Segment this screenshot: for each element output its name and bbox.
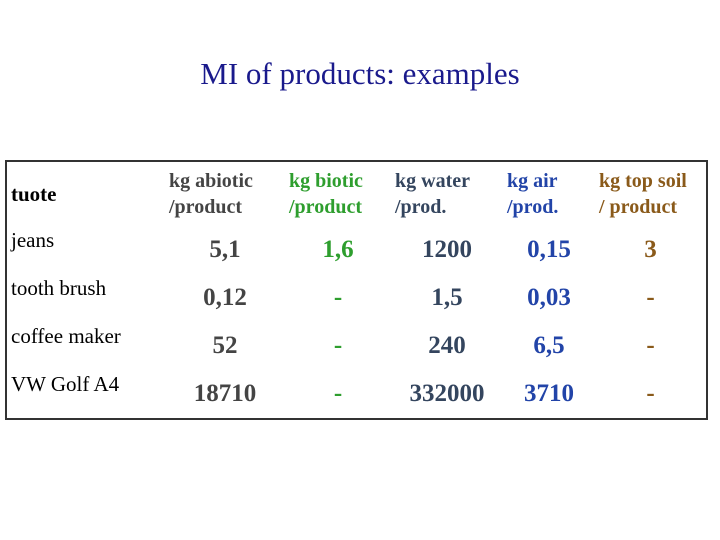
column-header: kg top soil / product [595, 161, 707, 226]
header-line: kg air [507, 170, 558, 192]
table-body: jeans 5,1 1,6 1200 0,15 3 tooth brush 0,12 - 1,5 0… [6, 226, 707, 419]
header-line: / product [599, 196, 677, 218]
value-cell: - [333, 380, 343, 407]
column-header: kg water/prod. [391, 161, 503, 226]
value-cell: 1,6 [322, 236, 354, 263]
value-cell: 0,15 [527, 236, 571, 263]
row-label: jeans [11, 228, 55, 252]
value-cell: 0,12 [203, 284, 247, 311]
header-row: tuote kg abiotic/product kg biotic/product… [6, 161, 707, 226]
column-header: kg abiotic/product [165, 161, 285, 226]
value-cell: 5,1 [209, 236, 241, 263]
value-cell: - [333, 332, 343, 359]
header-line: kg water [395, 170, 470, 192]
value-cell: - [646, 332, 655, 359]
header-line: /prod. [395, 196, 447, 218]
row-label: tooth brush [11, 276, 107, 300]
slide-title: MI of products: examples [200, 56, 520, 91]
column-header: tuote [6, 161, 165, 226]
column-header: kg air/prod. [503, 161, 595, 226]
header-line: /product [289, 196, 362, 218]
value-cell: 332000 [409, 380, 485, 407]
header-line: kg top soil [599, 170, 687, 192]
header-line: kg biotic [289, 170, 363, 192]
header-line: /product [169, 196, 242, 218]
value-cell: 6,5 [533, 332, 565, 359]
value-cell: 240 [428, 332, 466, 359]
row-label: VW Golf A4 [11, 372, 120, 396]
value-cell: 3 [644, 236, 657, 263]
header-line: kg abiotic [169, 170, 253, 192]
value-cell: 1,5 [431, 284, 463, 311]
value-cell: 18710 [193, 380, 257, 407]
table-row: tooth brush 0,12 - 1,5 0,03 - [6, 274, 707, 322]
table-row: jeans 5,1 1,6 1200 0,15 3 [6, 226, 707, 274]
row-label: coffee maker [11, 324, 121, 348]
value-cell: 1200 [422, 236, 472, 263]
data-table: tuote kg abiotic/product kg biotic/product… [5, 160, 708, 420]
header-line: /prod. [507, 196, 559, 218]
header-line: tuote [11, 182, 57, 206]
value-cell: - [646, 284, 655, 311]
value-cell: - [646, 380, 655, 407]
value-cell: 52 [212, 332, 238, 359]
column-header: kg biotic/product [285, 161, 391, 226]
table-row: coffee maker 52 - 240 6,5 - [6, 322, 707, 370]
table-row: VW Golf A4 18710 - 332000 3710 - [6, 370, 707, 419]
value-cell: - [333, 284, 343, 311]
value-cell: 0,03 [527, 284, 571, 311]
value-cell: 3710 [524, 380, 574, 407]
